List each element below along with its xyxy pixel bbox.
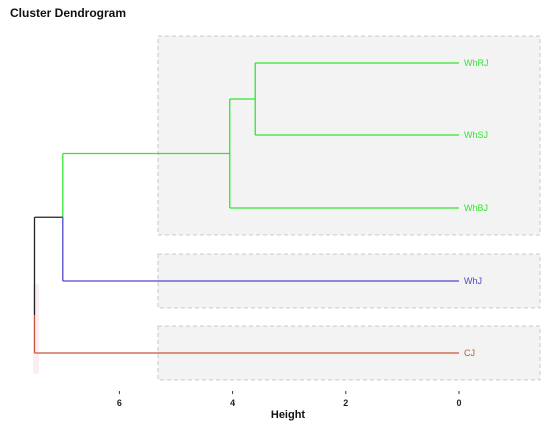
chart-title: Cluster Dendrogram	[10, 6, 127, 20]
root-shade	[33, 284, 39, 374]
x-tick-label-6: 6	[117, 398, 122, 408]
dendrogram-links	[33, 62, 459, 354]
leaf-label-whj: WhJ	[464, 276, 482, 286]
leaf-labels: WhRJ WhSJ WhBJ WhJ CJ	[464, 58, 489, 358]
leaf-label-whrj: WhRJ	[464, 58, 489, 68]
x-axis-title: Height	[271, 409, 306, 421]
x-tick-label-2: 2	[343, 398, 348, 408]
leaf-label-cj: CJ	[464, 348, 475, 358]
x-axis: Height 6 4 2 0	[117, 391, 462, 421]
x-tick-label-4: 4	[230, 398, 235, 408]
leaf-label-whsj: WhSJ	[464, 130, 488, 140]
leaf-label-whbj: WhBJ	[464, 203, 488, 213]
x-tick-label-0: 0	[456, 398, 461, 408]
